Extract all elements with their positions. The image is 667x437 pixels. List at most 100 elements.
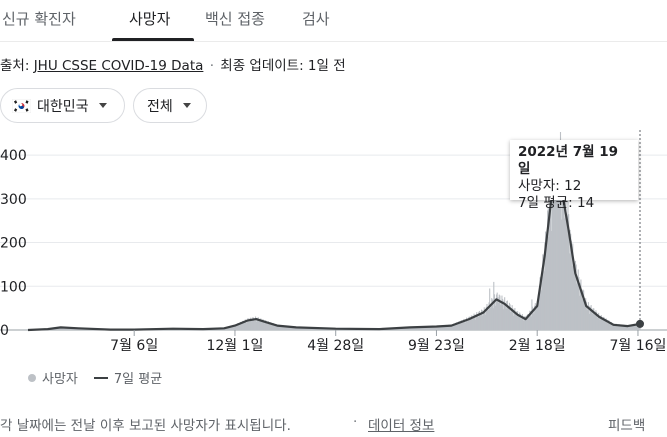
death-bar	[491, 298, 493, 330]
death-bar	[281, 326, 283, 330]
death-bar	[526, 314, 528, 330]
death-bar	[442, 326, 444, 330]
death-bar	[314, 328, 316, 330]
death-bar	[547, 207, 549, 330]
source-prefix: 출처:	[0, 58, 30, 74]
death-bar	[591, 313, 594, 330]
footer-separator: ·	[353, 414, 358, 430]
death-bar	[570, 240, 572, 330]
x-tick-label: 12월 1일	[206, 338, 263, 354]
death-bar	[473, 313, 475, 330]
death-bar	[561, 219, 563, 330]
death-bar	[425, 326, 427, 330]
death-bar	[523, 316, 525, 330]
death-bar	[248, 321, 250, 330]
death-bar	[416, 326, 419, 330]
death-bar	[290, 326, 292, 330]
death-bar	[485, 306, 487, 330]
death-bar	[240, 323, 242, 330]
death-bar	[552, 157, 554, 330]
death-bar	[233, 326, 235, 330]
death-bar	[594, 313, 596, 330]
source-separator: ·	[209, 58, 214, 74]
death-bar	[476, 314, 478, 330]
death-bar	[270, 322, 272, 330]
death-bar	[494, 298, 496, 330]
death-bar	[286, 327, 289, 330]
death-bar	[558, 155, 560, 330]
average-line	[27, 171, 641, 332]
death-bar	[403, 327, 405, 330]
death-bar	[237, 323, 240, 330]
death-bar	[443, 325, 445, 330]
death-bar	[540, 290, 542, 330]
feedback-link[interactable]: 피드백	[608, 418, 646, 434]
death-bar	[529, 311, 532, 330]
death-bar	[487, 308, 489, 330]
tab-deaths[interactable]: 사망자	[129, 10, 171, 28]
death-bar	[559, 171, 561, 330]
death-bar	[573, 265, 575, 330]
death-bar	[406, 327, 408, 330]
death-bar	[483, 307, 485, 330]
death-bar	[409, 327, 411, 330]
death-bar	[616, 324, 618, 330]
death-bar	[587, 306, 589, 330]
tab-new-cases[interactable]: 신규 확진자	[2, 10, 76, 28]
death-bar	[429, 326, 432, 330]
death-bar	[620, 324, 622, 330]
death-bar	[500, 304, 502, 330]
tab-vaccination[interactable]: 백신 접종	[205, 10, 265, 28]
death-bar	[493, 281, 495, 330]
death-bar	[527, 313, 529, 330]
death-bar	[242, 320, 244, 330]
death-bar	[521, 316, 523, 330]
death-bar	[73, 328, 75, 330]
death-bar	[621, 324, 623, 330]
death-bar	[420, 326, 422, 330]
death-bar	[258, 319, 260, 330]
x-tick-label: 9월 23일	[408, 338, 465, 354]
death-bar	[483, 311, 485, 330]
death-bar	[257, 317, 259, 330]
death-bar	[544, 231, 547, 330]
country-filter[interactable]: 대한민국	[0, 88, 125, 123]
death-bar	[595, 310, 597, 330]
line-legend-icon	[93, 376, 108, 379]
death-bar	[65, 328, 67, 330]
death-bar	[426, 327, 428, 330]
death-bar	[451, 324, 453, 330]
death-bar	[474, 314, 476, 330]
death-bar	[486, 303, 488, 330]
death-bar	[603, 317, 605, 330]
death-bar	[615, 323, 617, 330]
death-bar	[265, 321, 267, 330]
death-bar	[434, 327, 436, 330]
death-bar	[551, 178, 553, 330]
data-info-link[interactable]: 데이터 정보	[368, 418, 435, 434]
death-bar	[275, 324, 277, 330]
death-bar	[468, 317, 470, 330]
range-filter-label: 전체	[147, 98, 173, 115]
death-bar	[250, 317, 252, 330]
death-bar	[237, 323, 239, 330]
source-link[interactable]: JHU CSSE COVID-19 Data	[33, 58, 204, 74]
death-bar	[430, 325, 432, 330]
death-bar	[277, 324, 279, 330]
death-bar	[559, 132, 562, 330]
death-bar	[449, 326, 451, 330]
range-filter[interactable]: 전체	[133, 88, 207, 123]
death-bar	[236, 324, 238, 330]
tab-testing[interactable]: 검사	[302, 10, 330, 28]
death-bar	[228, 327, 230, 330]
death-bar	[280, 325, 282, 330]
death-bar	[501, 295, 503, 330]
death-bar	[532, 309, 534, 330]
death-bar	[461, 320, 463, 330]
death-bar	[259, 321, 261, 330]
death-bar	[467, 321, 469, 330]
death-bar	[588, 305, 590, 330]
death-bar	[571, 265, 573, 330]
death-bar	[488, 302, 490, 330]
death-bar	[254, 316, 257, 330]
